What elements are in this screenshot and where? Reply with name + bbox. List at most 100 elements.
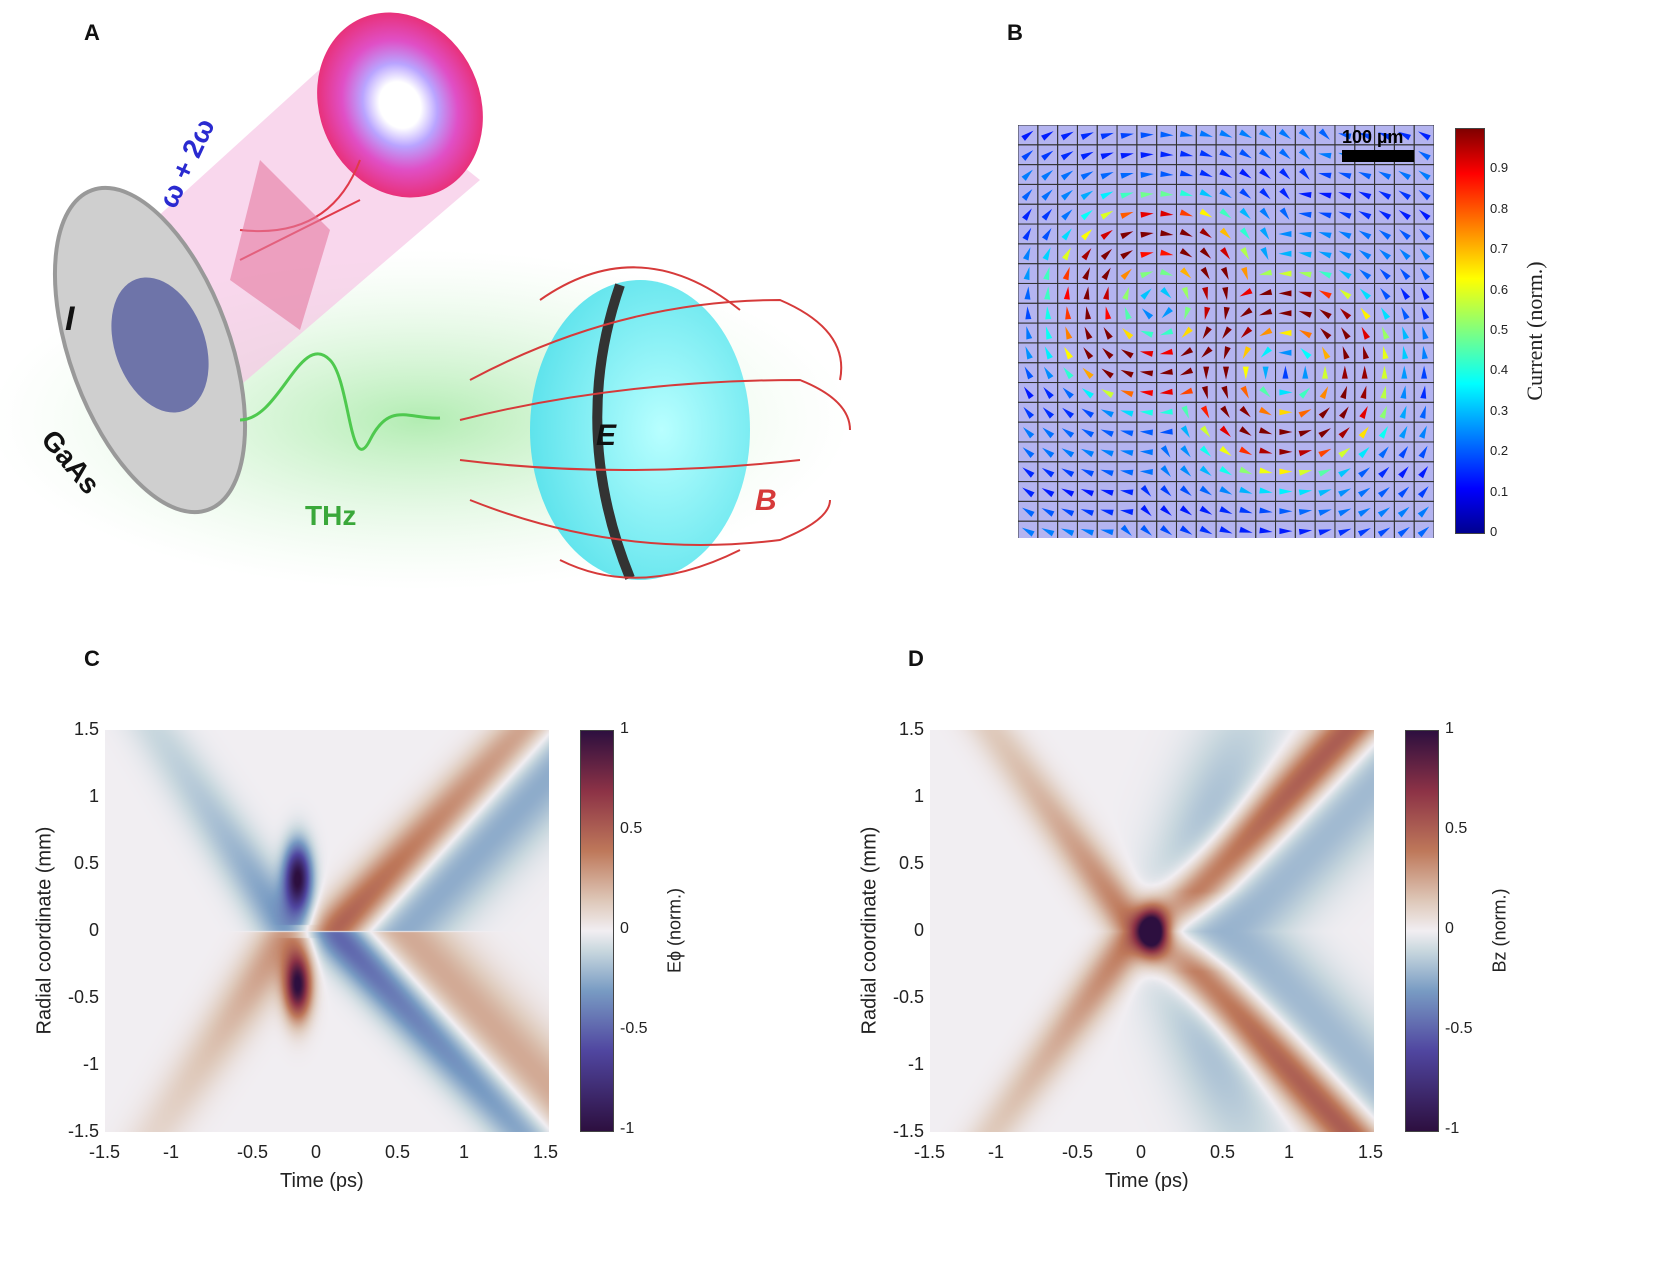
current-arrow — [1397, 486, 1410, 498]
current-arrow — [1298, 469, 1313, 476]
current-arrow — [1065, 306, 1072, 320]
b-z-xlabel: Time (ps) — [1105, 1170, 1189, 1192]
current-arrow — [1219, 506, 1233, 515]
current-arrow — [1338, 447, 1351, 458]
current-arrow — [1242, 346, 1252, 360]
current-arrow — [1081, 248, 1092, 261]
current-arrow — [1063, 367, 1074, 380]
current-arrow — [1418, 425, 1427, 439]
current-arrow — [1140, 524, 1153, 536]
current-arrow — [1061, 247, 1071, 261]
current-arrow — [1378, 210, 1392, 220]
current-arrow — [1298, 429, 1312, 437]
current-arrow — [1278, 148, 1291, 160]
current-arrow — [1259, 507, 1273, 514]
current-arrow — [1199, 228, 1212, 239]
current-arrow — [1258, 289, 1273, 296]
current-arrow — [1061, 508, 1075, 517]
current-arrow — [1159, 348, 1174, 355]
current-arrow — [1340, 327, 1351, 340]
current-arrow — [1398, 466, 1409, 479]
current-arrow — [1259, 148, 1272, 159]
current-arrow — [1279, 429, 1293, 436]
current-arrow — [1100, 172, 1114, 180]
current-arrow — [1302, 365, 1309, 379]
current-arrow — [1080, 448, 1095, 458]
current-arrow — [1400, 385, 1407, 399]
b-z-xtick: 0.5 — [1210, 1142, 1236, 1162]
current-arrow — [1203, 366, 1210, 380]
current-arrow — [1025, 306, 1032, 320]
current-arrow — [1199, 505, 1213, 515]
current-arrow — [1378, 171, 1392, 180]
b-z-colorbar-tick: 0 — [1445, 920, 1454, 937]
current-arrow — [1318, 270, 1332, 279]
current-arrow — [1103, 326, 1113, 340]
current-arrow — [1239, 188, 1252, 199]
e-phi-colorbar-tick: -1 — [620, 1120, 635, 1137]
current-arrow — [1278, 250, 1292, 257]
current-arrow — [1298, 192, 1312, 198]
current-arrow — [1239, 307, 1253, 318]
current-arrow — [1318, 232, 1332, 239]
current-arrow — [1298, 211, 1312, 218]
current-arrow — [1279, 409, 1293, 416]
current-arrow — [1044, 286, 1051, 300]
current-arrow — [1380, 385, 1387, 399]
current-arrow — [1060, 151, 1074, 161]
current-arrow — [1338, 427, 1350, 439]
current-arrow — [1398, 229, 1411, 241]
current-arrow — [1124, 306, 1132, 320]
b-field-lines — [459, 266, 851, 579]
current-arrow — [1179, 387, 1194, 395]
current-arrow — [1397, 506, 1410, 518]
current-arrow — [1220, 266, 1229, 281]
current-arrow — [1022, 208, 1032, 221]
b-z-colorbar-tick: -1 — [1445, 1120, 1460, 1137]
current-arrow — [1298, 251, 1312, 258]
current-arrow — [1080, 132, 1094, 140]
e-phi-xtick: -0.5 — [237, 1142, 269, 1162]
current-arrow — [1358, 211, 1372, 220]
current-arrow — [1220, 247, 1231, 260]
current-arrow — [1160, 287, 1172, 299]
current-arrow — [1417, 506, 1430, 518]
b-z-ytick: 0 — [913, 920, 924, 940]
current-arrow — [1399, 268, 1411, 281]
current-arrow — [1279, 528, 1293, 535]
current-arrow — [1279, 389, 1293, 396]
current-arrow — [1239, 426, 1252, 436]
current-arrow — [1159, 368, 1173, 375]
current-arrow — [1378, 426, 1389, 439]
current-arrow — [1220, 405, 1230, 419]
current-arrow — [1278, 349, 1292, 356]
current-arrow — [1378, 229, 1392, 240]
current-arrow — [1321, 346, 1331, 360]
current-arrow — [1318, 128, 1330, 140]
current-arrow — [1259, 207, 1271, 220]
current-arrow — [1421, 306, 1430, 320]
current-arrow — [1338, 133, 1352, 140]
current-arrow — [1223, 366, 1229, 380]
colorbar-tick: 0.1 — [1490, 483, 1509, 499]
current-arrow — [1359, 288, 1372, 300]
e-phi-colorbar-tick: 0 — [620, 920, 629, 937]
colorbar-tick: 0.6 — [1490, 281, 1509, 297]
current-arrow — [1063, 286, 1070, 300]
current-arrow — [1398, 425, 1408, 439]
b-z-xtick: 1 — [1284, 1142, 1295, 1162]
current-arrow — [1140, 288, 1152, 300]
panel-a-illustration: I GaAs ω + 2ω THz E B — [0, 12, 851, 590]
current-arrow — [1398, 190, 1411, 201]
current-arrow — [1318, 290, 1332, 299]
current-arrow — [1239, 405, 1251, 418]
current-arrow — [1180, 465, 1192, 477]
e-phi-heatmap — [105, 730, 549, 1132]
current-arrow — [1223, 346, 1231, 360]
current-arrow — [1358, 171, 1372, 180]
current-arrow — [1418, 445, 1428, 459]
current-arrow — [1060, 131, 1074, 141]
current-arrow — [1179, 130, 1194, 137]
colorbar-tick: 0.3 — [1490, 402, 1509, 418]
current-arrow — [1319, 386, 1329, 400]
